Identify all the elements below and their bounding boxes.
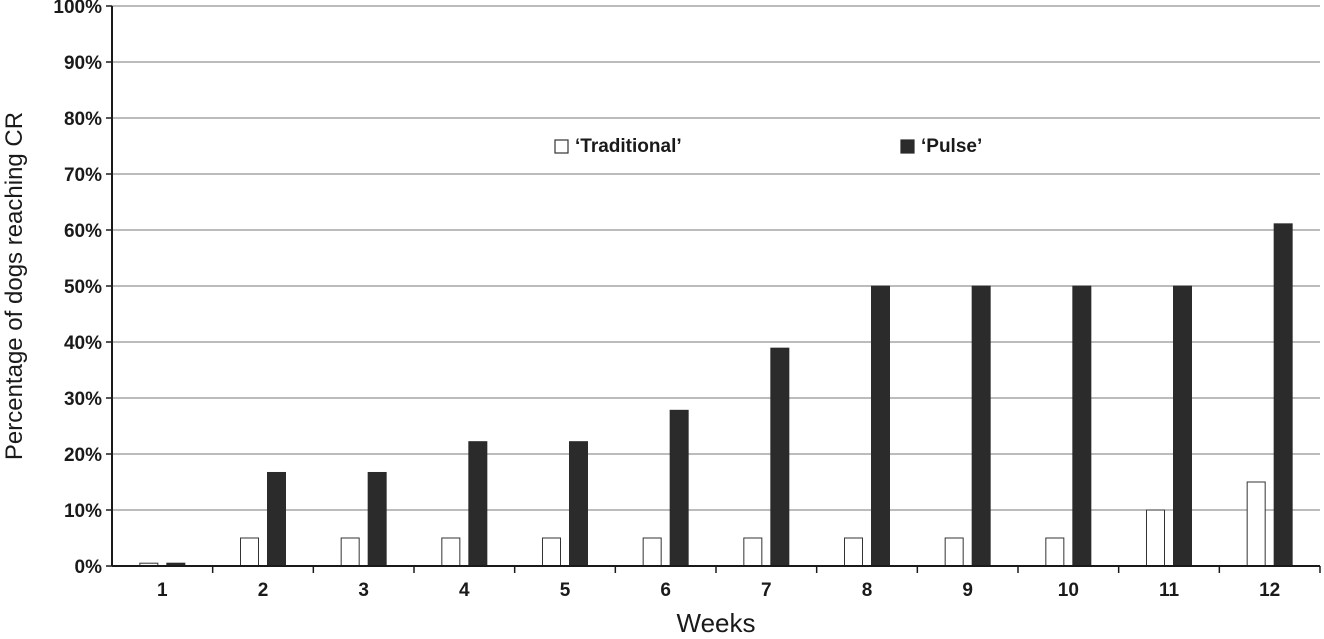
bar-traditional [1246,481,1266,567]
bar-traditional [844,537,863,567]
bar-traditional [1146,509,1165,567]
bar-pulse [267,471,286,567]
x-tick-label: 10 [1058,580,1079,601]
y-tick-labels: 0% 10% 20% 30% 40% 50% 60% 70% 80% 90% 100% [53,0,112,578]
bar-pulse [669,409,689,567]
y-tick-label: 100% [53,0,102,18]
y-tick-label: 80% [64,109,102,130]
x-tick-label: 9 [962,580,973,601]
bar-traditional [743,537,763,567]
x-tick-label: 7 [761,580,772,601]
bar-traditional [240,537,259,567]
y-tick-label: 20% [64,445,102,466]
bar-traditional [441,537,461,567]
x-tick-label: 3 [358,580,369,601]
bar-traditional [642,537,662,567]
bar-pulse [468,441,488,567]
bar-pulse [871,285,890,567]
x-tick-label: 4 [459,580,470,601]
bar-pulse [1072,285,1092,567]
bar-traditional [1045,537,1065,567]
bar-traditional [340,537,360,567]
x-tick-labels: 1 2 3 4 5 6 7 8 9 10 11 12 [157,566,1321,601]
y-tick-label: 90% [64,53,102,74]
x-tick-label: 1 [157,580,168,601]
y-tick-label: 50% [64,277,102,298]
y-tick-label: 10% [64,501,102,522]
y-tick-label: 40% [64,333,102,354]
bars [139,223,1293,567]
legend-swatch-traditional [554,139,569,154]
bar-traditional [542,537,561,567]
x-tick-label: 5 [560,580,571,601]
legend-swatch-pulse [900,139,915,154]
legend: ‘Traditional’ ‘Pulse’ [554,136,982,157]
bar-pulse [367,471,387,567]
bar-pulse [1173,285,1192,567]
legend-label-pulse: ‘Pulse’ [921,136,982,157]
bar-pulse [1273,223,1293,567]
x-axis-title: Weeks [677,608,756,634]
bar-pulse [569,441,588,567]
y-axis-title: Percentage of dogs reaching CR [1,112,28,460]
x-tick-label: 6 [660,580,671,601]
gridlines [112,5,1320,511]
bar-traditional [944,537,964,567]
bar-pulse [971,285,991,567]
x-tick-label: 8 [862,580,873,601]
y-tick-label: 70% [64,165,102,186]
x-tick-label: 11 [1159,580,1180,601]
x-tick-label: 12 [1259,580,1280,601]
x-tick-label: 2 [258,580,269,601]
y-tick-label: 0% [75,557,103,578]
bar-pulse [770,347,790,567]
legend-label-traditional: ‘Traditional’ [575,136,682,157]
y-tick-label: 30% [64,389,102,410]
y-tick-label: 60% [64,221,102,242]
